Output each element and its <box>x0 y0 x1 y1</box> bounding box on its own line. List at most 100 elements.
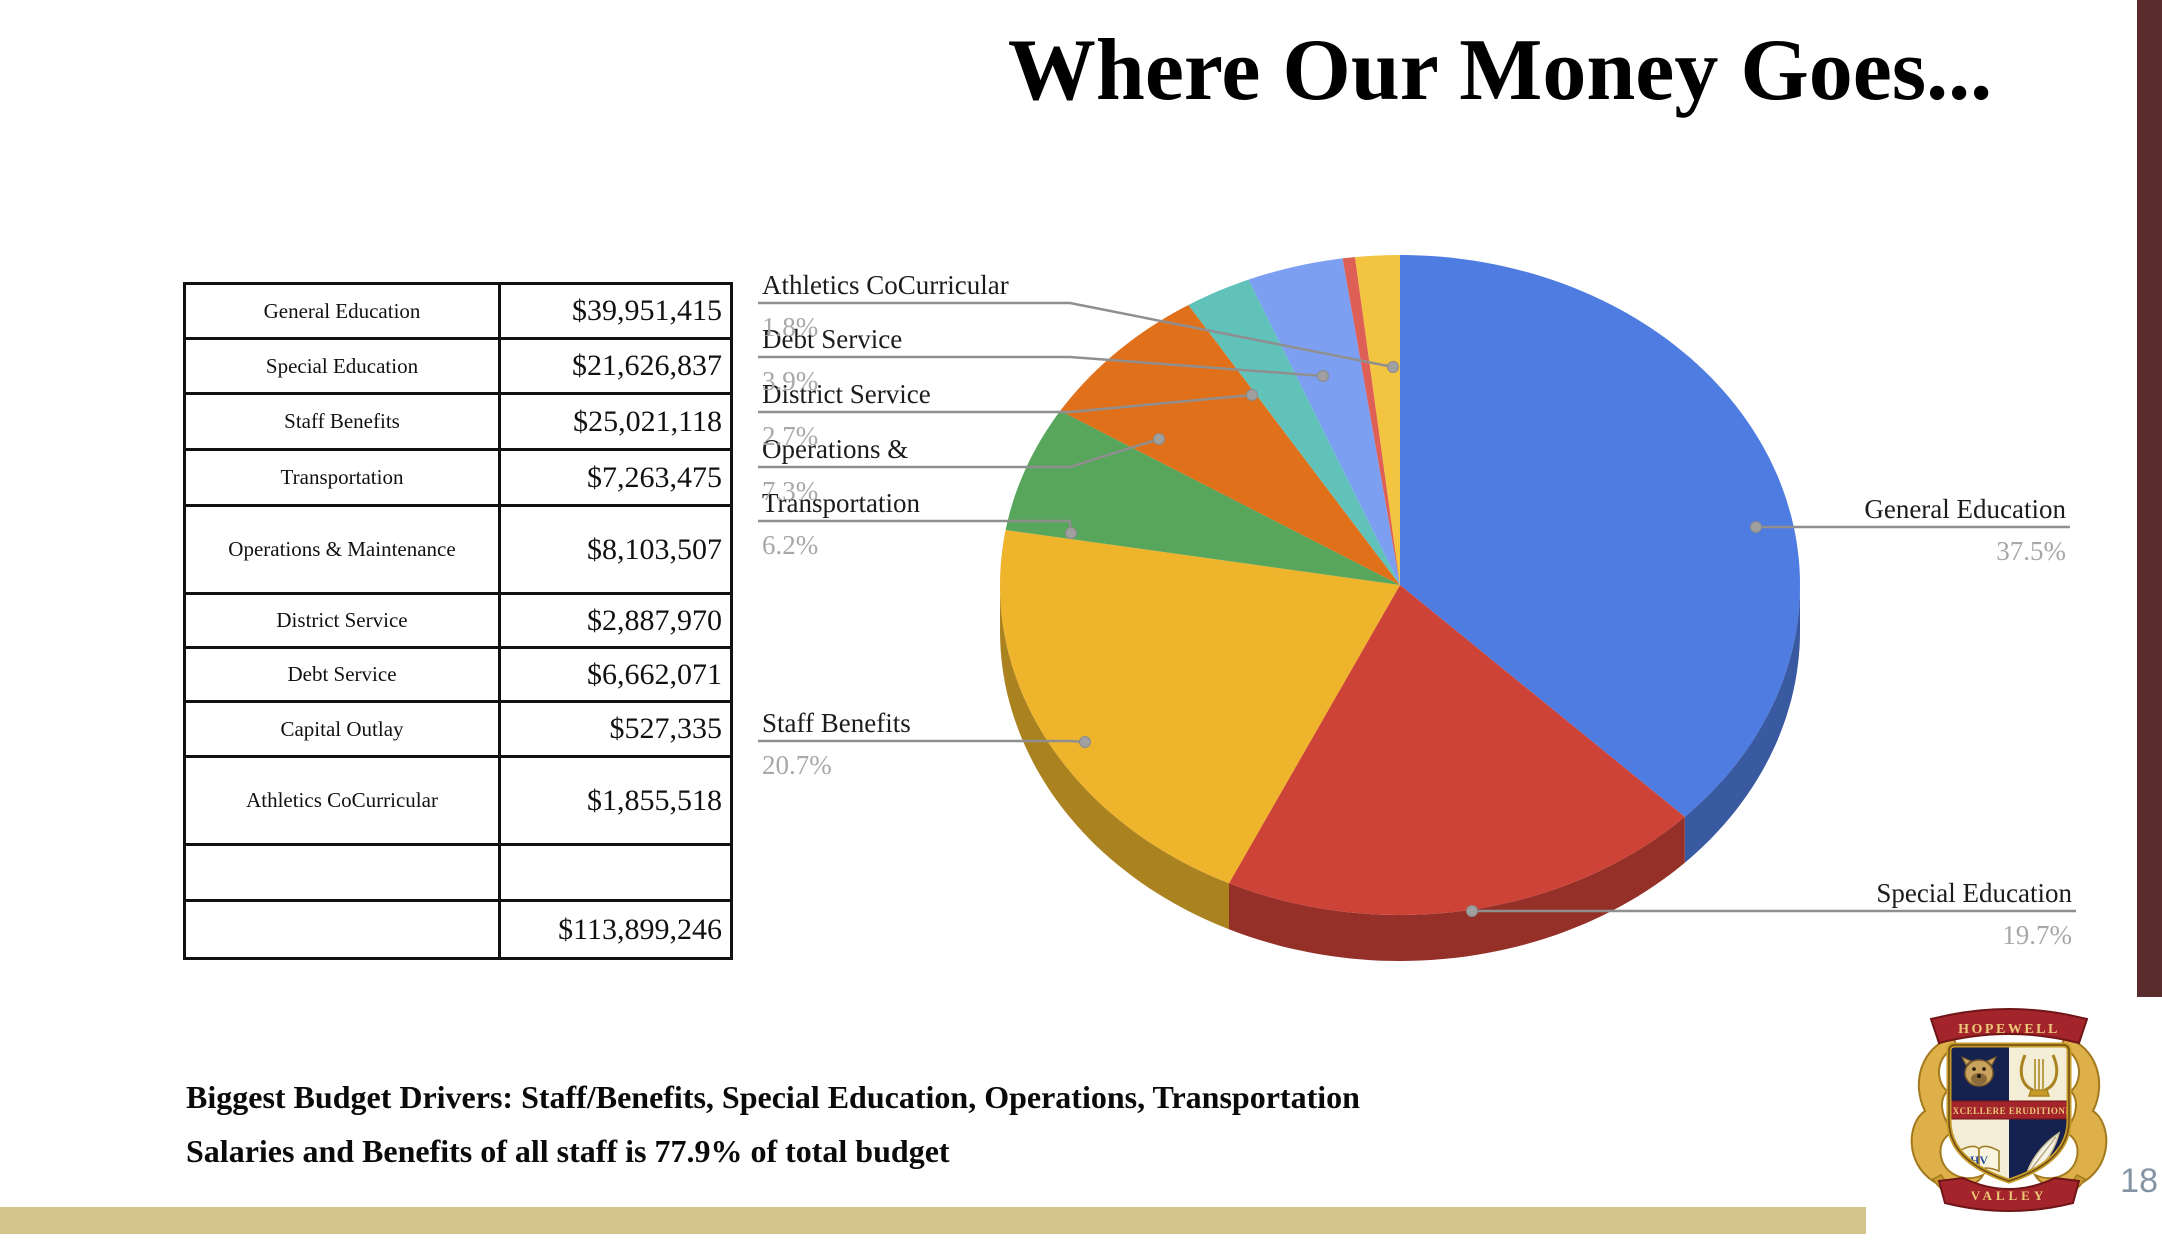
pie-slice-general-education <box>1400 255 1800 817</box>
budget-category-cell: Transportation <box>183 448 501 507</box>
callout-label: Staff Benefits <box>762 708 911 738</box>
budget-amount-cell: $6,662,071 <box>498 646 733 703</box>
table-row: District Service $2,887,970 <box>183 592 733 649</box>
right-accent-bar <box>2137 0 2162 997</box>
pie-slice-debt-service <box>1248 258 1400 585</box>
pie-callout-operations: Operations & 7.3% <box>758 433 1165 506</box>
pie-slice-staff-benefits <box>1000 530 1400 884</box>
crest-top-ribbon: HOPEWELL <box>1929 1008 2089 1045</box>
budget-amount-cell: $25,021,118 <box>498 392 733 451</box>
footer-text: Biggest Budget Drivers: Staff/Benefits, … <box>186 1070 1360 1178</box>
table-row: Transportation $7,263,475 <box>183 448 733 507</box>
pie-slice-operations <box>1060 305 1400 585</box>
table-row: Staff Benefits $25,021,118 <box>183 392 733 451</box>
bottom-accent-bar <box>0 1207 1866 1234</box>
callout-label: Transportation <box>762 488 921 518</box>
callout-dot <box>1153 433 1165 445</box>
budget-amount-cell: $1,855,518 <box>498 755 733 846</box>
budget-amount-cell: $2,887,970 <box>498 592 733 649</box>
pie-callout-debt-service: Debt Service 3.9% <box>758 324 1329 396</box>
callout-dot <box>1246 389 1258 401</box>
pie-slice-transportation <box>1005 410 1400 585</box>
callout-leader-line <box>758 393 1253 414</box>
callout-dot <box>1065 527 1077 539</box>
pie-callout-general-education: General Education 37.5% <box>1750 494 2070 566</box>
callout-percent: 7.3% <box>762 476 818 506</box>
crest-shield: HV EXCELLERE ERUDITIONE <box>1946 1042 2072 1184</box>
budget-category-cell: Special Education <box>183 337 501 395</box>
table-row <box>183 843 733 902</box>
budget-category-cell: District Service <box>183 592 501 649</box>
crest-lyre-icon <box>2019 1054 2059 1097</box>
callout-leader-line <box>758 355 1324 378</box>
budget-category-cell <box>183 843 501 902</box>
callout-dot <box>1466 905 1478 917</box>
callout-percent: 6.2% <box>762 530 818 560</box>
budget-amount-cell: $8,103,507 <box>498 504 733 595</box>
budget-category-cell <box>183 899 501 960</box>
callout-percent: 19.7% <box>2002 920 2072 950</box>
table-row: $113,899,246 <box>183 899 733 960</box>
pie-callout-athletics-cocurricular: Athletics CoCurricular 1.8% <box>758 270 1399 373</box>
callout-leader-line <box>758 437 1160 469</box>
budget-category-cell: Capital Outlay <box>183 700 501 758</box>
crest-bulldog-icon <box>1960 1055 1998 1087</box>
callout-dot <box>1079 736 1091 748</box>
table-row: Special Education $21,626,837 <box>183 337 733 395</box>
table-row: Athletics CoCurricular $1,855,518 <box>183 755 733 846</box>
table-row: Operations & Maintenance $8,103,507 <box>183 504 733 595</box>
pie-slice-side-staff-benefits <box>1000 585 1229 930</box>
budget-table: General Education $39,951,415 Special Educ… <box>183 282 733 960</box>
pie-slice-side-special-education <box>1229 816 1685 961</box>
budget-amount-cell: $21,626,837 <box>498 337 733 395</box>
budget-amount-cell: $39,951,415 <box>498 282 733 340</box>
budget-amount-cell: $7,263,475 <box>498 448 733 507</box>
pie-slice-athletics-cocurricular <box>1355 255 1400 585</box>
table-row: General Education $39,951,415 <box>183 282 733 340</box>
budget-amount-cell: $527,335 <box>498 700 733 758</box>
budget-category-cell: General Education <box>183 282 501 340</box>
callout-percent: 1.8% <box>762 312 818 342</box>
pie-slice-side-general-education <box>1684 585 1800 863</box>
callout-dot <box>1317 370 1329 382</box>
budget-category-cell: Debt Service <box>183 646 501 703</box>
footer-line-1: Biggest Budget Drivers: Staff/Benefits, … <box>186 1079 1360 1115</box>
school-crest-logo: HOPEWELL <box>1910 1008 2108 1212</box>
footer-line-2: Salaries and Benefits of all staff is 77… <box>186 1133 950 1169</box>
page-title: Where Our Money Goes... <box>1007 22 1993 119</box>
table-row: Debt Service $6,662,071 <box>183 646 733 703</box>
pie-callout-district-service: District Service 2.7% <box>758 379 1258 451</box>
crest-bottom-ribbon: VALLEY <box>1937 1176 2081 1212</box>
pie-slice-capital-outlay <box>1342 257 1400 585</box>
callout-label: Special Education <box>1876 878 2072 908</box>
callout-label: District Service <box>762 379 931 409</box>
table-row: Capital Outlay $527,335 <box>183 700 733 758</box>
callout-label: Debt Service <box>762 324 902 354</box>
callout-label: General Education <box>1864 494 2066 524</box>
pie-callout-transportation: Transportation 6.2% <box>758 488 1077 560</box>
pie-slice-special-education <box>1229 585 1685 915</box>
callout-dot <box>1387 361 1399 373</box>
callout-label: Athletics CoCurricular <box>762 270 1009 300</box>
pie-slice-district-service <box>1188 279 1400 585</box>
pie-callout-staff-benefits: Staff Benefits 20.7% <box>758 708 1091 780</box>
callout-percent: 20.7% <box>762 750 832 780</box>
budget-amount-cell: $113,899,246 <box>498 899 733 960</box>
callout-label: Operations & <box>762 434 908 464</box>
callout-percent: 2.7% <box>762 421 818 451</box>
budget-category-cell: Athletics CoCurricular <box>183 755 501 846</box>
budget-amount-cell <box>498 843 733 902</box>
callout-dot <box>1750 521 1762 533</box>
callout-percent: 37.5% <box>1996 536 2066 566</box>
pie-callout-special-education: Special Education 19.7% <box>1466 878 2076 950</box>
budget-category-cell: Staff Benefits <box>183 392 501 451</box>
crest-bottom-banner-text: VALLEY <box>1971 1188 2048 1203</box>
callout-leader-line <box>758 739 1086 744</box>
crest-top-banner-text: HOPEWELL <box>1958 1022 2060 1037</box>
callout-leader-line <box>758 301 1394 369</box>
page-number: 18 <box>2120 1162 2158 1200</box>
budget-category-cell: Operations & Maintenance <box>183 504 501 595</box>
crest-motto-text: EXCELLERE ERUDITIONE <box>1946 1106 2072 1116</box>
